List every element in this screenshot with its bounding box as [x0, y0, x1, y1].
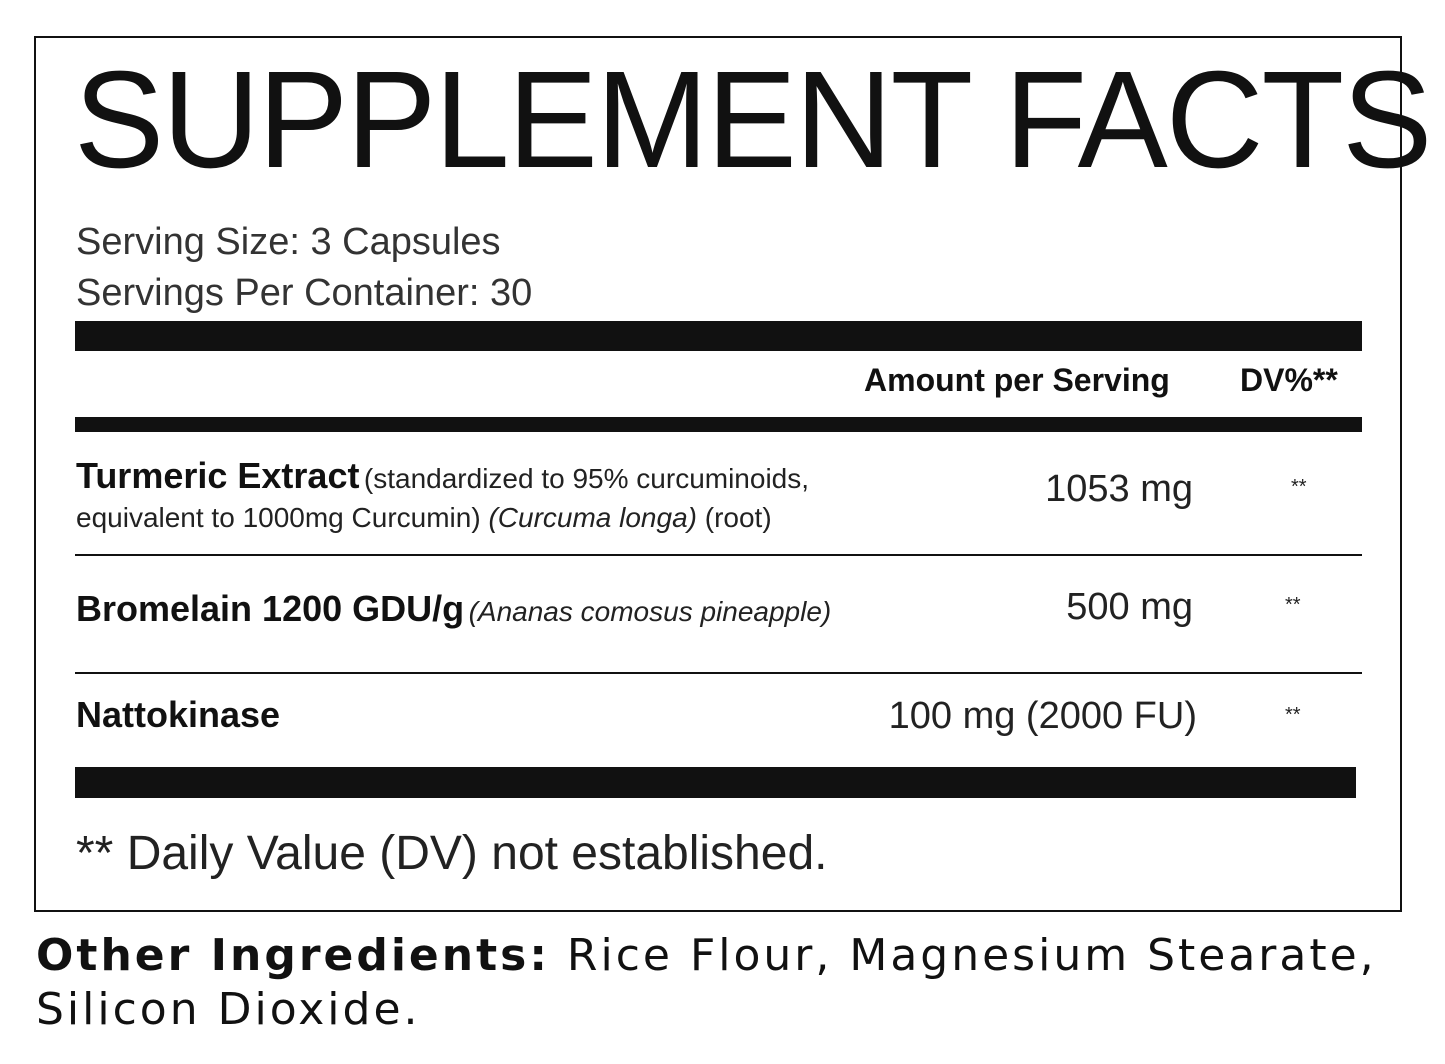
thick-divider	[75, 321, 1362, 351]
other-ingredients-line2: Silicon Dioxide.	[36, 984, 421, 1035]
ingredient-latin: (Ananas comosus pineapple)	[468, 596, 832, 627]
page-title: SUPPLEMENT FACTS	[74, 43, 1432, 197]
servings-per-container: Servings Per Container: 30	[76, 272, 533, 314]
amount-header: Amount per Serving	[864, 362, 1170, 398]
row-divider	[75, 672, 1362, 674]
ingredient-amount: 1053 mg	[1045, 468, 1193, 510]
ingredient-dv: **	[1285, 704, 1301, 726]
ingredient-amount: 100 mg (2000 FU)	[888, 695, 1197, 737]
ingredient-name: Bromelain 1200 GDU/g	[76, 588, 465, 629]
medium-divider	[75, 417, 1362, 432]
other-ingredients-label: Other Ingredients:	[36, 930, 550, 981]
row-divider	[75, 554, 1362, 556]
footnote: ** Daily Value (DV) not established.	[76, 827, 828, 880]
facts-panel	[34, 36, 1402, 912]
ingredient-note: (standardized to 95% curcuminoids,	[363, 463, 810, 494]
ingredient-note: equivalent to 1000mg Curcumin)	[76, 502, 481, 533]
ingredient-latin: (Curcuma longa)	[488, 502, 697, 533]
other-ingredients: Other Ingredients: Rice Flour, Magnesium…	[36, 930, 1377, 981]
other-ingredients-line1: Rice Flour, Magnesium Stearate,	[566, 930, 1377, 981]
ingredient-part: (root)	[704, 502, 772, 533]
ingredient-dv: **	[1291, 476, 1307, 498]
ingredient-name: Nattokinase	[76, 694, 281, 735]
ingredient-amount: 500 mg	[1066, 586, 1193, 628]
ingredient-dv: **	[1285, 594, 1301, 616]
thick-divider	[75, 767, 1356, 798]
dv-header: DV%**	[1240, 362, 1338, 398]
serving-size: Serving Size: 3 Capsules	[76, 221, 501, 263]
ingredient-name: Turmeric Extract	[76, 455, 360, 496]
